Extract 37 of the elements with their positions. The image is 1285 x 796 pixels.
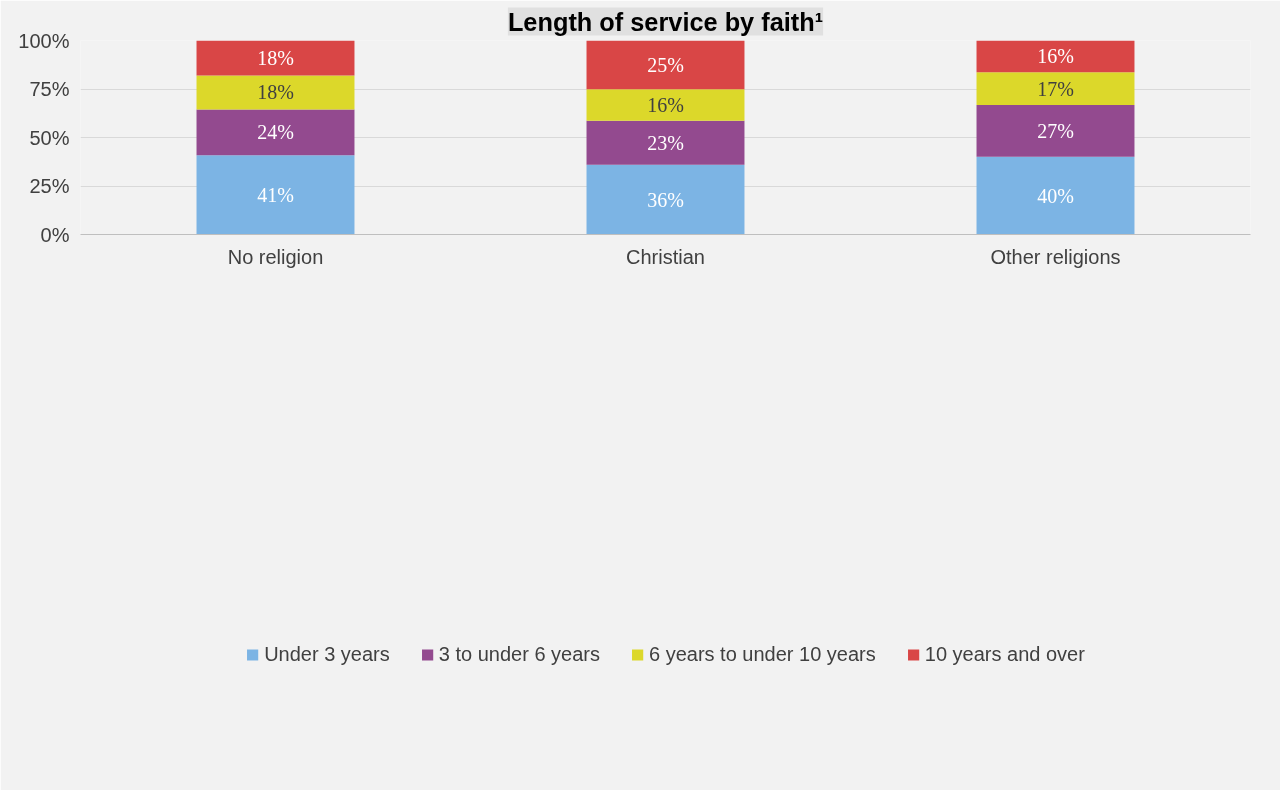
bar [586, 89, 745, 121]
x-tick-label: Other religions [990, 245, 1121, 268]
bar [196, 109, 355, 156]
data-label: 41% [257, 183, 294, 206]
bar [196, 155, 355, 235]
legend-label: Under 3 years [264, 642, 390, 666]
bar [196, 40, 355, 76]
bar [586, 40, 745, 90]
data-label: 16% [1037, 45, 1074, 68]
bar [976, 72, 1135, 105]
legend-label: 3 to under 6 years [438, 642, 600, 666]
data-label: 16% [647, 94, 684, 116]
legend-label: 10 years and over [924, 642, 1085, 666]
data-label: 23% [647, 131, 684, 154]
bar [196, 75, 355, 110]
data-label: 40% [1037, 184, 1074, 207]
data-label: 24% [257, 121, 294, 144]
x-tick-label: No religion [227, 245, 324, 268]
x-tick-label: Christian [626, 245, 705, 268]
legend-label: 6 years to under 10 years [648, 642, 876, 666]
data-label: 27% [1037, 119, 1074, 142]
bar [976, 40, 1135, 73]
bar [586, 164, 745, 235]
data-label: 36% [647, 188, 684, 211]
bar [976, 104, 1135, 157]
data-label: 18% [257, 46, 294, 69]
bar [976, 156, 1135, 235]
y-tick-label: 0% [40, 223, 70, 246]
data-label: 18% [257, 81, 294, 104]
y-tick-label: 25% [29, 175, 70, 197]
chart-title: Length of service by faith¹ [507, 7, 824, 36]
data-label: 17% [1037, 77, 1074, 100]
y-tick-label: 50% [29, 126, 70, 149]
data-label: 25% [647, 53, 684, 76]
y-tick-label: 75% [29, 78, 70, 100]
y-tick-label: 100% [18, 29, 70, 52]
bar [586, 120, 745, 165]
